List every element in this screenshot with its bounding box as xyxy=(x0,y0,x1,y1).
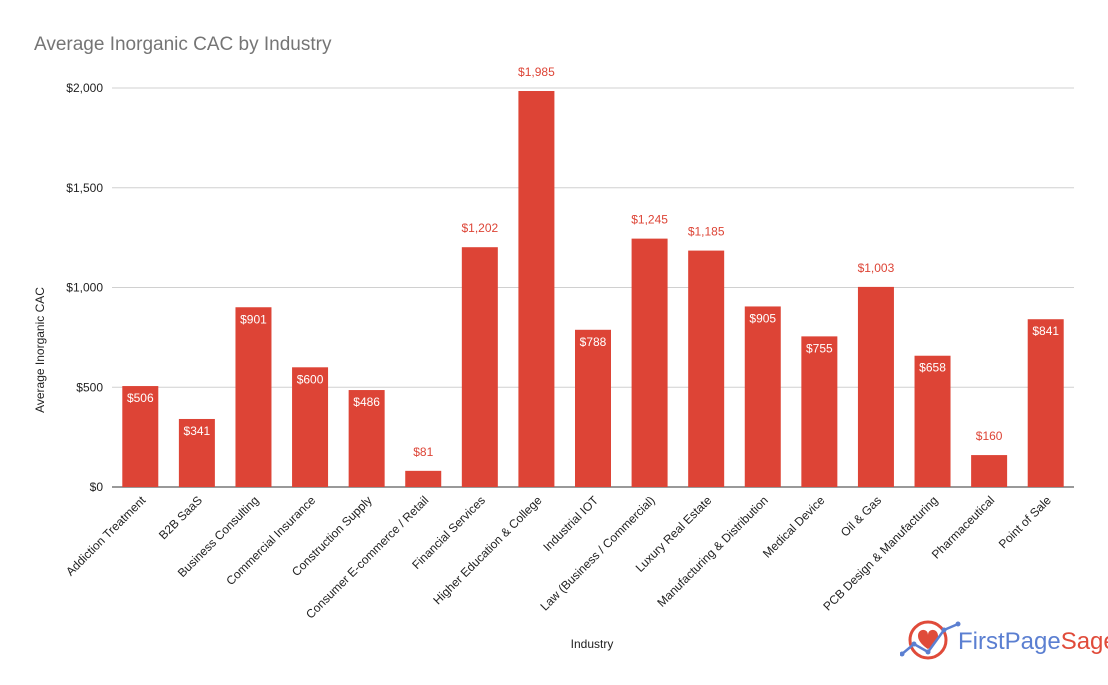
x-tick-label: Industrial IOT xyxy=(540,493,601,554)
x-tick-label: Point of Sale xyxy=(996,493,1054,551)
y-tick-label: $1,500 xyxy=(66,181,103,195)
bar xyxy=(801,336,838,487)
bar xyxy=(744,306,781,487)
bar xyxy=(292,367,329,487)
y-tick-label: $2,000 xyxy=(66,81,103,95)
data-label: $905 xyxy=(749,311,776,325)
data-label: $600 xyxy=(297,372,324,386)
x-tick-label: Higher Education & College xyxy=(430,493,544,607)
data-label: $81 xyxy=(413,445,433,459)
data-label: $1,185 xyxy=(688,225,725,239)
x-tick-label: Law (Business / Commercial) xyxy=(537,493,657,613)
bar xyxy=(518,90,555,488)
data-label: $1,003 xyxy=(858,261,895,275)
bar xyxy=(971,455,1008,487)
bar xyxy=(857,286,894,487)
bar xyxy=(575,329,611,487)
heart-chart-icon xyxy=(900,620,961,660)
logo-text: FirstPageSage xyxy=(958,628,1108,656)
y-tick-label: $0 xyxy=(90,480,104,494)
data-label: $1,985 xyxy=(518,65,555,79)
y-tick-label: $500 xyxy=(76,380,103,394)
data-label: $341 xyxy=(184,424,211,438)
logo-text-sage: Sage xyxy=(1060,628,1108,655)
data-label: $160 xyxy=(976,429,1003,443)
data-label: $506 xyxy=(127,391,154,405)
x-tick-label: Manufacturing & Distribution xyxy=(654,493,770,609)
data-label: $901 xyxy=(240,312,267,326)
bar xyxy=(122,386,159,487)
bar xyxy=(688,250,725,487)
x-tick-label: PCB Design & Manufacturing xyxy=(820,493,940,613)
x-axis-label: Industry xyxy=(571,637,614,651)
logo-text-firstpage: FirstPage xyxy=(958,628,1061,655)
data-labels: $506 $341 $901 $600 $486 $81 $1,202 $1,985 $788 $… xyxy=(127,65,1059,459)
x-tick-label: Addiction Treatment xyxy=(63,493,149,579)
data-label: $1,245 xyxy=(631,213,668,227)
data-label: $486 xyxy=(353,395,380,409)
data-label: $841 xyxy=(1032,324,1059,338)
bar xyxy=(348,390,385,487)
bars xyxy=(122,90,1064,488)
data-label: $755 xyxy=(806,341,833,355)
bar xyxy=(405,470,442,487)
y-axis-label: Average Inorganic CAC xyxy=(33,287,47,413)
x-tick-label: Oil & Gas xyxy=(838,493,884,539)
bar xyxy=(235,307,272,487)
bar xyxy=(631,238,668,487)
y-tick-label: $1,000 xyxy=(66,281,103,295)
chart-title: Average Inorganic CAC by Industry xyxy=(34,34,332,55)
firstpagesage-logo xyxy=(900,620,961,660)
bar xyxy=(914,355,951,487)
y-axis-ticks: $0 $500 $1,000 $1,500 $2,000 xyxy=(66,81,103,494)
data-label: $658 xyxy=(919,361,946,375)
data-label: $1,202 xyxy=(461,221,498,235)
x-tick-label: B2B SaaS xyxy=(156,493,205,542)
x-tick-label: Consumer E-commerce / Retail xyxy=(303,493,431,621)
bar xyxy=(1027,319,1064,487)
data-label: $788 xyxy=(580,335,607,349)
bar xyxy=(178,418,215,487)
bar xyxy=(461,247,498,487)
